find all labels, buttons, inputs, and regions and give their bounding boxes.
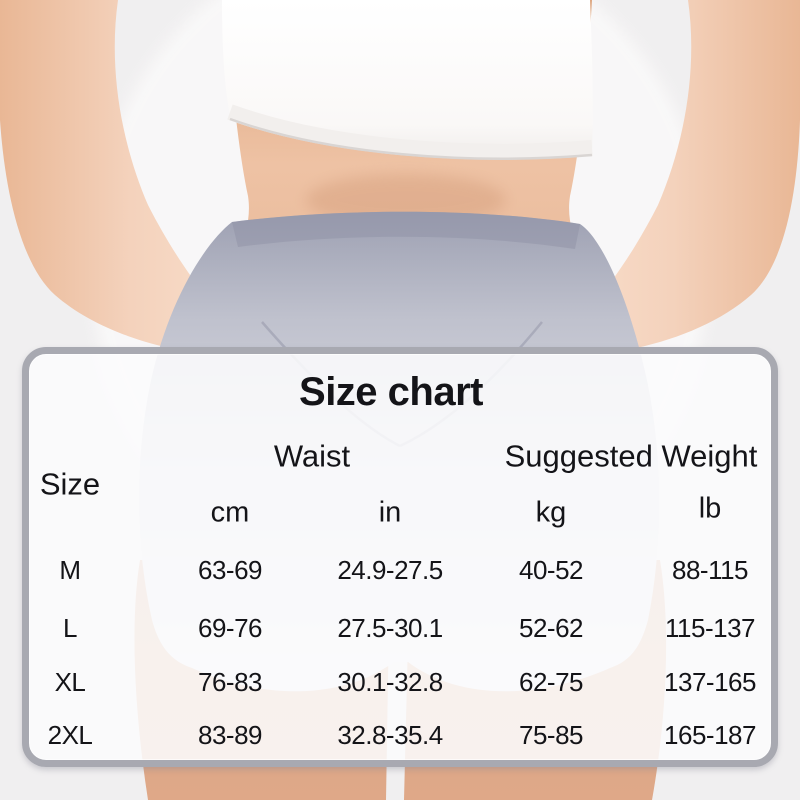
- weight-kg-cell: 62-75: [519, 667, 584, 697]
- size-cell: L: [63, 613, 77, 643]
- size-chart-panel: Size chart Waist Suggested Weight Size c…: [22, 347, 778, 767]
- unit-header-in: in: [378, 496, 402, 529]
- weight-kg-cell: 40-52: [519, 555, 584, 585]
- waist-in-cell: 32.8-35.4: [337, 720, 443, 750]
- brief-waistband: [232, 211, 580, 249]
- weight-lb-cell: 88-115: [671, 555, 749, 585]
- waist-cm-cell: 69-76: [198, 613, 263, 643]
- waist-cm-cell: 83-89: [198, 720, 263, 750]
- weight-kg-cell: 75-85: [519, 720, 584, 750]
- size-column-header: Size: [39, 466, 101, 502]
- waist-in-cell: 24.9-27.5: [337, 555, 443, 585]
- weight-lb-cell: 115-137: [665, 613, 756, 643]
- size-cell: M: [59, 555, 81, 585]
- size-cell: XL: [54, 667, 86, 697]
- waist-cm-cell: 76-83: [198, 667, 263, 697]
- crop-top-hem-edge: [229, 117, 593, 160]
- crop-top: [222, 0, 593, 156]
- weight-kg-cell: 52-62: [519, 613, 584, 643]
- waist-in-cell: 30.1-32.8: [337, 667, 443, 697]
- unit-header-cm: cm: [210, 496, 250, 529]
- weight-lb-cell: 137-165: [664, 667, 756, 697]
- model-right-arm: [569, 0, 800, 356]
- crop-top-hem-band: [227, 104, 593, 160]
- size-chart-title: Size chart: [299, 370, 483, 414]
- weight-group-header: Suggested Weight: [504, 438, 758, 474]
- size-cell: 2XL: [47, 720, 93, 750]
- unit-header-kg: kg: [535, 496, 567, 529]
- waist-cm-cell: 63-69: [198, 555, 263, 585]
- waist-group-header: Waist: [273, 438, 351, 474]
- model-left-arm: [0, 0, 237, 356]
- unit-header-lb: lb: [698, 492, 722, 525]
- weight-lb-cell: 165-187: [664, 720, 756, 750]
- waist-in-cell: 27.5-30.1: [337, 613, 443, 643]
